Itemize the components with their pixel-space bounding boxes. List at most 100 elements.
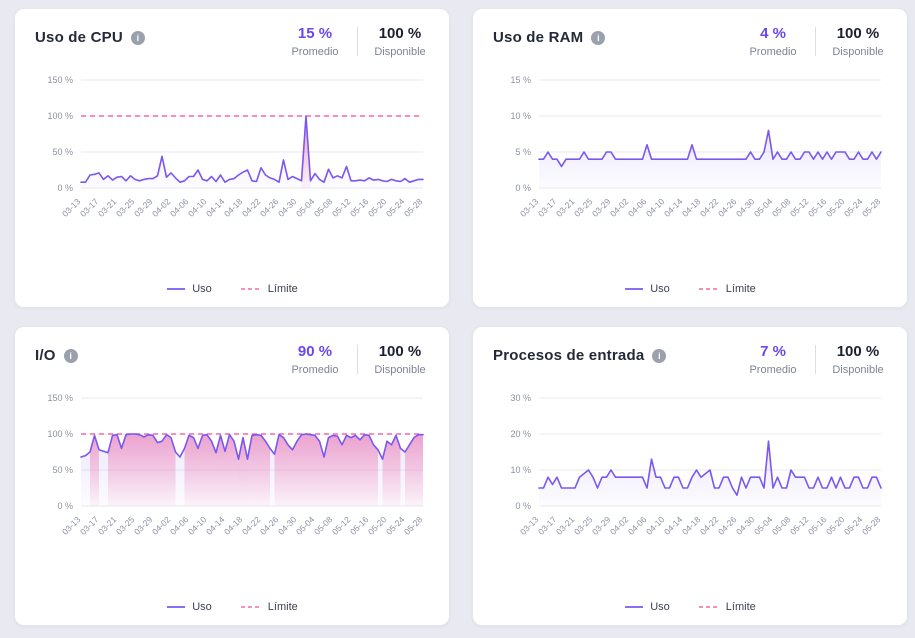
svg-text:03-29: 03-29: [132, 196, 155, 219]
svg-text:04-06: 04-06: [168, 514, 191, 537]
svg-text:04-18: 04-18: [222, 514, 245, 537]
available-label: Disponible: [374, 364, 426, 376]
svg-text:03-25: 03-25: [572, 196, 595, 219]
svg-text:05-04: 05-04: [294, 196, 317, 219]
svg-text:05-24: 05-24: [384, 514, 407, 537]
svg-text:05-04: 05-04: [752, 514, 775, 537]
svg-text:150 %: 150 %: [47, 393, 73, 403]
svg-text:05-08: 05-08: [770, 514, 793, 537]
legend-limite[interactable]: Límite: [240, 283, 298, 295]
legend-uso[interactable]: Uso: [624, 601, 670, 613]
uso-line-icon: [625, 606, 644, 608]
stats-divider: [815, 345, 816, 374]
average-label: Promedio: [291, 364, 339, 376]
legend-limite[interactable]: Límite: [698, 601, 756, 613]
svg-text:100 %: 100 %: [47, 111, 73, 121]
card-stats: 4 % Promedio 100 % Disponible: [744, 25, 887, 58]
metric-card-ram: Uso de RAM i 4 % Promedio 100 % Disponib…: [472, 8, 908, 308]
card-title-cpu: Uso de CPU: [35, 29, 123, 46]
svg-text:04-14: 04-14: [204, 514, 227, 537]
svg-text:5 %: 5 %: [515, 147, 531, 157]
svg-text:04-14: 04-14: [662, 514, 685, 537]
average-label: Promedio: [291, 46, 339, 58]
svg-text:05-24: 05-24: [384, 196, 407, 219]
svg-text:04-26: 04-26: [258, 196, 281, 219]
chart-legend: Uso Límite: [493, 599, 887, 619]
metric-card-cpu: Uso de CPU i 15 % Promedio 100 % Disponi…: [14, 8, 450, 308]
svg-text:03-29: 03-29: [590, 514, 613, 537]
svg-text:04-02: 04-02: [150, 196, 173, 219]
svg-text:05-16: 05-16: [348, 196, 371, 219]
svg-text:04-30: 04-30: [734, 196, 757, 219]
average-label: Promedio: [749, 364, 797, 376]
metric-card-input-processes: Procesos de entrada i 7 % Promedio 100 %…: [472, 326, 908, 626]
svg-text:05-24: 05-24: [842, 514, 865, 537]
svg-text:04-22: 04-22: [698, 514, 721, 537]
svg-text:03-21: 03-21: [554, 196, 577, 219]
svg-text:04-22: 04-22: [698, 196, 721, 219]
legend-limite-label: Límite: [267, 601, 298, 613]
info-icon[interactable]: i: [130, 30, 145, 45]
info-icon[interactable]: i: [652, 348, 667, 363]
svg-text:04-30: 04-30: [734, 514, 757, 537]
svg-text:04-06: 04-06: [626, 514, 649, 537]
svg-text:03-13: 03-13: [518, 514, 541, 537]
available-value: 100 %: [836, 25, 880, 42]
average-value: 7 %: [760, 343, 786, 360]
svg-text:03-25: 03-25: [114, 196, 137, 219]
stats-divider: [815, 27, 816, 56]
svg-text:05-16: 05-16: [806, 514, 829, 537]
chart-legend: Uso Límite: [35, 281, 429, 301]
svg-text:30 %: 30 %: [510, 393, 531, 403]
legend-limite[interactable]: Límite: [698, 283, 756, 295]
info-icon[interactable]: i: [591, 30, 606, 45]
card-title-io: I/O: [35, 347, 56, 364]
io-usage-chart[interactable]: 150 % 100 % 50 % 0 % 03-13 03-17 03-21 03-25 03-…: [35, 386, 429, 599]
svg-text:05-28: 05-28: [402, 514, 425, 537]
svg-text:05-12: 05-12: [788, 196, 811, 219]
info-icon[interactable]: i: [63, 348, 78, 363]
legend-limite-label: Límite: [725, 283, 756, 295]
ram-usage-chart[interactable]: 15 % 10 % 5 % 0 % 03-13 03-17 03-21 03-25 03-29 0…: [493, 68, 887, 281]
svg-text:0 %: 0 %: [57, 501, 73, 511]
available-value: 100 %: [378, 343, 422, 360]
svg-text:04-06: 04-06: [626, 196, 649, 219]
card-title-input-processes: Procesos de entrada: [493, 347, 645, 364]
svg-text:04-26: 04-26: [258, 514, 281, 537]
card-title-ram: Uso de RAM: [493, 29, 584, 46]
cpu-usage-chart[interactable]: 150 % 100 % 50 % 0 % 03-13 03-17 03-21 03-25 03-…: [35, 68, 429, 281]
svg-text:50 %: 50 %: [52, 465, 73, 475]
svg-text:03-25: 03-25: [572, 514, 595, 537]
legend-limite-label: Límite: [267, 283, 298, 295]
limite-dashed-line-icon: [240, 606, 261, 608]
legend-limite[interactable]: Límite: [240, 601, 298, 613]
svg-text:03-29: 03-29: [132, 514, 155, 537]
legend-uso[interactable]: Uso: [166, 283, 212, 295]
svg-text:05-08: 05-08: [312, 514, 335, 537]
svg-text:03-13: 03-13: [518, 196, 541, 219]
svg-text:03-13: 03-13: [60, 514, 83, 537]
legend-uso[interactable]: Uso: [166, 601, 212, 613]
svg-text:05-16: 05-16: [348, 514, 371, 537]
svg-text:03-25: 03-25: [114, 514, 137, 537]
input-processes-chart[interactable]: 30 % 20 % 10 % 0 % 03-13 03-17 03-21 03-25 03-29…: [493, 386, 887, 599]
legend-uso-label: Uso: [650, 601, 670, 613]
metric-card-io: I/O i 90 % Promedio 100 % Disponible 150…: [14, 326, 450, 626]
available-label: Disponible: [374, 46, 426, 58]
svg-text:05-12: 05-12: [330, 196, 353, 219]
svg-text:04-10: 04-10: [644, 196, 667, 219]
uso-line-icon: [167, 288, 186, 290]
svg-text:05-28: 05-28: [402, 196, 425, 219]
svg-text:50 %: 50 %: [52, 147, 73, 157]
legend-uso-label: Uso: [650, 283, 670, 295]
svg-text:04-10: 04-10: [644, 514, 667, 537]
average-value: 15 %: [297, 25, 333, 42]
limite-dashed-line-icon: [240, 288, 261, 290]
legend-uso[interactable]: Uso: [624, 283, 670, 295]
svg-text:04-26: 04-26: [716, 196, 739, 219]
available-label: Disponible: [832, 46, 884, 58]
card-header: Uso de CPU i 15 % Promedio 100 % Disponi…: [35, 25, 429, 58]
svg-text:05-28: 05-28: [860, 514, 883, 537]
svg-text:03-21: 03-21: [554, 514, 577, 537]
